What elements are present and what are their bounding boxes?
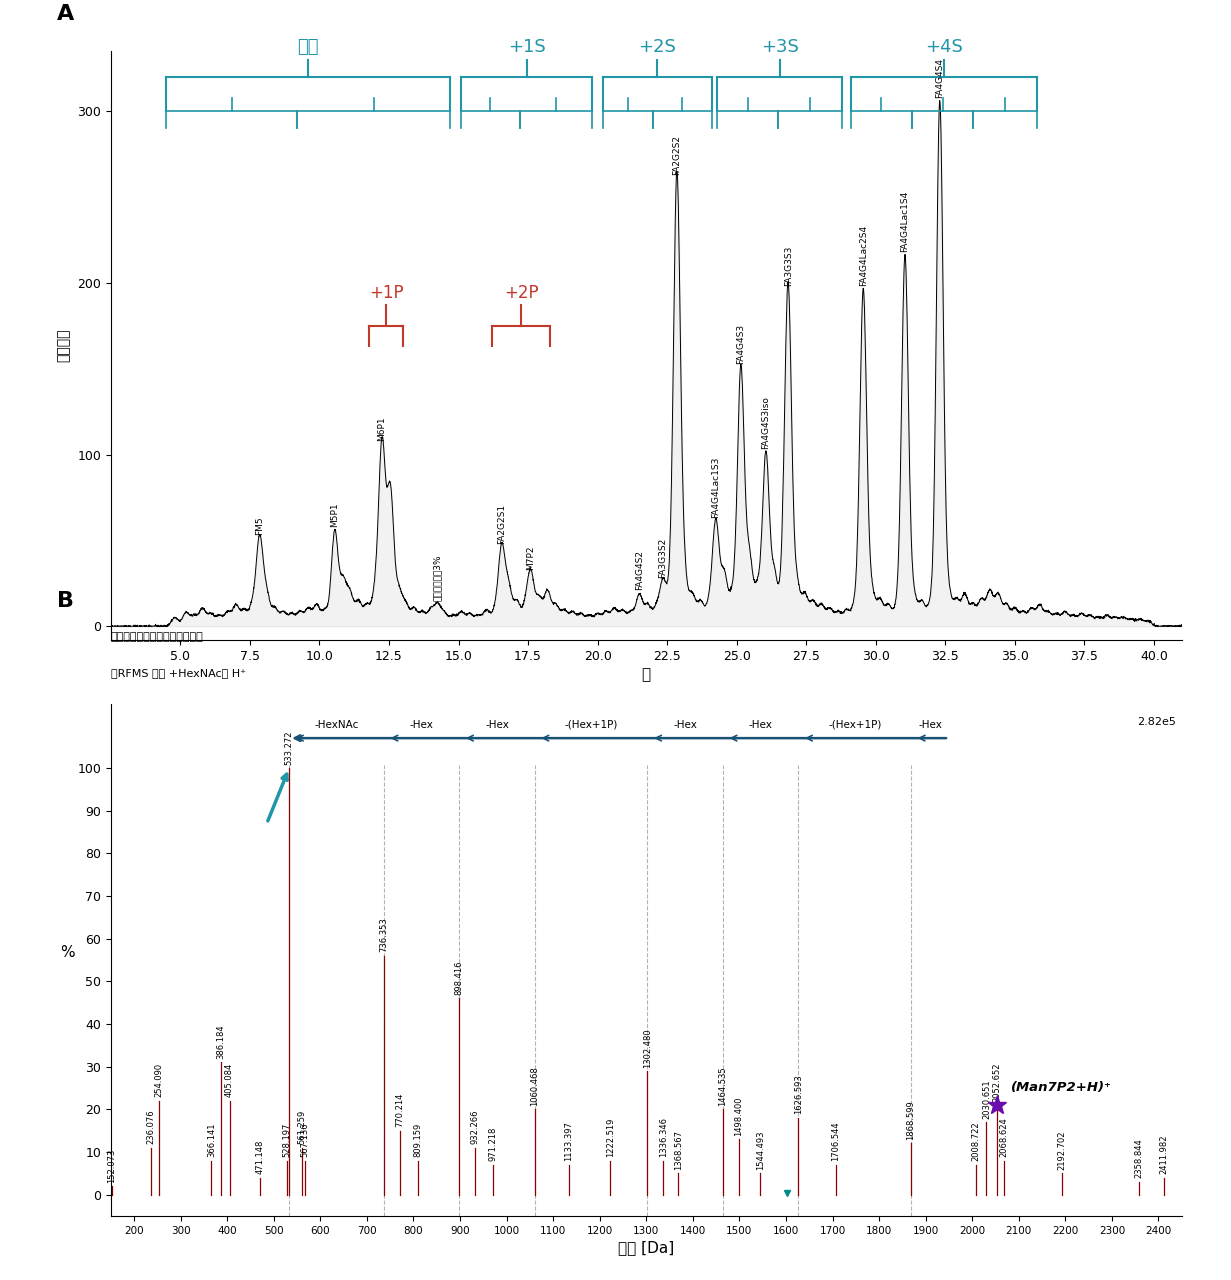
Text: 2030.651: 2030.651 — [982, 1079, 991, 1119]
Text: 1133.397: 1133.397 — [564, 1121, 574, 1161]
Text: 2052.652: 2052.652 — [992, 1062, 1001, 1102]
Text: -(Hex+1P): -(Hex+1P) — [828, 719, 881, 730]
Text: -HexNAc: -HexNAc — [314, 719, 358, 730]
Text: +3S: +3S — [761, 38, 799, 56]
X-axis label: 分: 分 — [641, 667, 651, 682]
Text: FA2G2S1: FA2G2S1 — [497, 504, 506, 544]
Text: FA4G4Lac1S3: FA4G4Lac1S3 — [712, 457, 720, 518]
Text: -Hex: -Hex — [485, 719, 508, 730]
Text: FA4G4S3: FA4G4S3 — [736, 324, 745, 364]
Text: 1706.544: 1706.544 — [831, 1121, 840, 1161]
Text: 236.076: 236.076 — [146, 1110, 155, 1144]
Text: 2068.624: 2068.624 — [1000, 1117, 1008, 1157]
Text: 1222.519: 1222.519 — [606, 1117, 614, 1157]
Text: 2411.982: 2411.982 — [1160, 1134, 1168, 1174]
Text: 1868.599: 1868.599 — [906, 1101, 916, 1140]
Text: 528.197: 528.197 — [282, 1123, 292, 1157]
Text: 770.214: 770.214 — [395, 1093, 404, 1128]
Text: FA4G4S4: FA4G4S4 — [936, 58, 944, 97]
Text: M7P2: M7P2 — [527, 545, 535, 570]
Y-axis label: %: % — [60, 945, 74, 960]
Text: FA4G4S3iso: FA4G4S3iso — [762, 397, 771, 449]
Text: FA4G4S2: FA4G4S2 — [635, 550, 644, 590]
Text: A: A — [57, 4, 75, 24]
Text: 2358.844: 2358.844 — [1135, 1139, 1144, 1179]
Text: -(Hex+1P): -(Hex+1P) — [564, 719, 618, 730]
Text: 1498.400: 1498.400 — [734, 1096, 744, 1135]
Text: 2.82e5: 2.82e5 — [1137, 717, 1177, 727]
Text: -Hex: -Hex — [673, 719, 697, 730]
Text: 898.416: 898.416 — [454, 960, 464, 995]
Text: 1302.480: 1302.480 — [643, 1028, 652, 1068]
X-axis label: 質量 [Da]: 質量 [Da] — [618, 1240, 675, 1254]
Text: B: B — [57, 591, 74, 612]
Text: 386.184: 386.184 — [217, 1024, 225, 1059]
Text: -Hex: -Hex — [748, 719, 773, 730]
Text: 932.266: 932.266 — [470, 1110, 480, 1144]
Text: 1626.593: 1626.593 — [794, 1075, 803, 1115]
Text: 152.073: 152.073 — [107, 1148, 116, 1183]
Text: 971.218: 971.218 — [489, 1126, 497, 1161]
Text: 567.136: 567.136 — [300, 1123, 309, 1157]
Text: -Hex: -Hex — [918, 719, 942, 730]
Text: FA4G4Lac1S4: FA4G4Lac1S4 — [901, 191, 910, 252]
Text: +4S: +4S — [924, 38, 963, 56]
Text: M6P1: M6P1 — [378, 416, 387, 440]
Text: 1336.346: 1336.346 — [659, 1117, 667, 1157]
Text: +1P: +1P — [369, 284, 404, 302]
Text: FA3G3S3: FA3G3S3 — [784, 246, 793, 287]
Text: 366.141: 366.141 — [207, 1123, 215, 1157]
Text: 405.084: 405.084 — [225, 1064, 234, 1097]
Text: -Hex: -Hex — [410, 719, 433, 730]
Text: FM5: FM5 — [255, 517, 265, 535]
Text: 1464.535: 1464.535 — [719, 1066, 728, 1106]
Text: (Man7P2+H)⁺: (Man7P2+H)⁺ — [1011, 1082, 1112, 1094]
Text: FA2G2S2: FA2G2S2 — [672, 134, 682, 175]
Text: （RFMS 標識 +HexNAc） H⁺: （RFMS 標識 +HexNAc） H⁺ — [111, 668, 246, 678]
Text: 561.259: 561.259 — [298, 1110, 307, 1144]
Text: 254.090: 254.090 — [155, 1064, 164, 1097]
Text: バッファー、3%: バッファー、3% — [433, 554, 442, 600]
Text: 533.272: 533.272 — [284, 730, 294, 764]
Text: 1060.468: 1060.468 — [531, 1066, 539, 1106]
Text: FA3G3S2: FA3G3S2 — [659, 538, 667, 579]
Text: 中性: 中性 — [298, 38, 319, 56]
Text: 809.159: 809.159 — [414, 1123, 422, 1157]
Text: 1544.493: 1544.493 — [756, 1130, 764, 1170]
Text: +2S: +2S — [639, 38, 676, 56]
Text: 2008.722: 2008.722 — [971, 1121, 981, 1161]
Text: FA4G4Lac2S4: FA4G4Lac2S4 — [859, 225, 868, 287]
Text: 2192.702: 2192.702 — [1057, 1130, 1066, 1170]
Y-axis label: シグナル: シグナル — [57, 329, 70, 362]
Text: 1368.567: 1368.567 — [673, 1130, 683, 1170]
Text: M5P1: M5P1 — [330, 502, 340, 526]
Text: 736.353: 736.353 — [379, 918, 388, 952]
Text: 471.148: 471.148 — [256, 1139, 265, 1174]
Text: +1S: +1S — [507, 38, 545, 56]
Text: 還元末端のフラグメントイオン: 還元末端のフラグメントイオン — [111, 632, 203, 643]
Text: +2P: +2P — [503, 284, 538, 302]
